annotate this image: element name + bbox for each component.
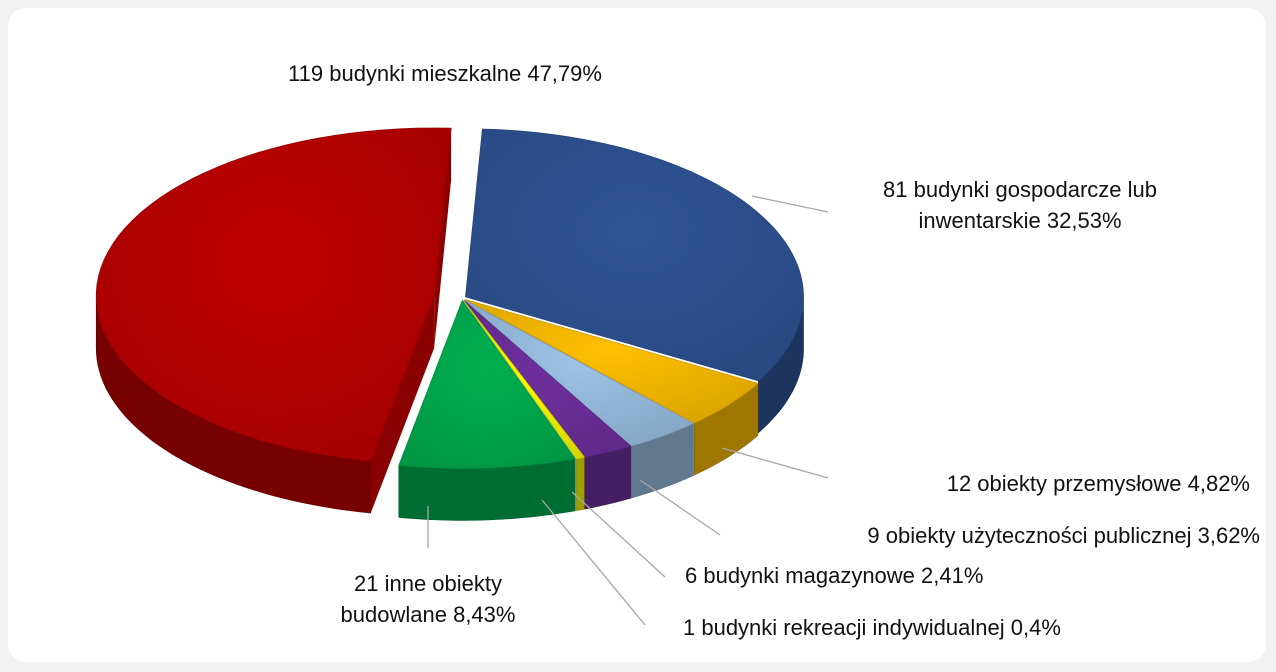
leader-line [721,447,829,479]
data-label: 119 budynki mieszkalne 47,79% [200,58,690,89]
value-label: 8,43% [453,602,516,627]
slice-cut [434,128,452,348]
leader-line [639,479,721,536]
leader-line [751,195,829,213]
leader-line [571,491,666,578]
category-label: 12 obiekty przemysłowe [946,471,1182,496]
slice [398,299,576,469]
category-label: 81 budynki gospodarcze lub inwentarskie [883,177,1157,233]
value-label: 3,62% [1197,523,1260,548]
slice [463,300,585,459]
leader-line [541,499,646,626]
slice [465,128,804,382]
value-label: 2,41% [921,563,984,588]
slice [464,299,759,424]
value-label: 32,53% [1046,208,1122,233]
value-label: 47,79% [527,61,602,86]
value-label: 0,4% [1010,615,1061,640]
category-label: 119 budynki mieszkalne [288,61,522,86]
data-label: 1 budynki rekreacji indywidualnej 0,4% [683,612,1213,643]
data-label: 12 obiekty przemysłowe 4,82% [820,468,1250,499]
data-label: 9 obiekty użyteczności publicznej 3,62% [720,520,1260,551]
data-label: 6 budynki magazynowe 2,41% [685,560,1165,591]
slice [464,299,695,447]
category-label: 6 budynki magazynowe [685,563,915,588]
category-label: 9 obiekty użyteczności publicznej [867,523,1192,548]
data-label: 21 inne obiekty budowlane 8,43% [298,568,558,630]
slice-cut [370,295,435,514]
data-label: 81 budynki gospodarcze lub inwentarskie … [835,174,1205,236]
value-label: 4,82% [1187,471,1250,496]
category-label: 1 budynki rekreacji indywidualnej [683,615,1005,640]
slice [95,127,452,462]
slice [463,299,632,458]
category-label: 21 inne obiekty budowlane [340,571,502,627]
